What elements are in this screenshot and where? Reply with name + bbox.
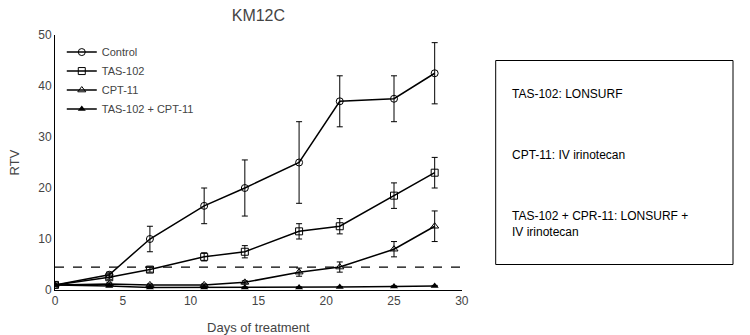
- svg-text:KM12C: KM12C: [232, 7, 285, 24]
- svg-text:CPT-11: IV irinotecan: CPT-11: IV irinotecan: [512, 148, 625, 162]
- svg-text:50: 50: [38, 28, 52, 42]
- svg-text:0: 0: [52, 294, 59, 308]
- svg-text:30: 30: [38, 130, 52, 144]
- svg-text:0: 0: [45, 283, 52, 297]
- svg-text:RTV: RTV: [7, 149, 22, 175]
- svg-text:20: 20: [38, 181, 52, 195]
- svg-text:TAS-102: TAS-102: [102, 65, 145, 77]
- svg-text:15: 15: [252, 294, 266, 308]
- svg-text:20: 20: [320, 294, 334, 308]
- svg-text:5: 5: [119, 294, 126, 308]
- svg-text:Days of treatment: Days of treatment: [207, 320, 310, 335]
- svg-text:10: 10: [184, 294, 198, 308]
- svg-text:25: 25: [387, 294, 401, 308]
- svg-text:30: 30: [455, 294, 469, 308]
- svg-text:40: 40: [38, 79, 52, 93]
- svg-text:TAS-102 + CPT-11: TAS-102 + CPT-11: [102, 103, 194, 115]
- svg-text:Control: Control: [102, 46, 137, 58]
- svg-text:CPT-11: CPT-11: [102, 84, 138, 96]
- svg-text:TAS-102 + CPR-11: LONSURF +IV: TAS-102 + CPR-11: LONSURF +IV irinotecan: [512, 209, 688, 239]
- svg-text:TAS-102: LONSURF: TAS-102: LONSURF: [512, 87, 622, 101]
- svg-text:10: 10: [38, 232, 52, 246]
